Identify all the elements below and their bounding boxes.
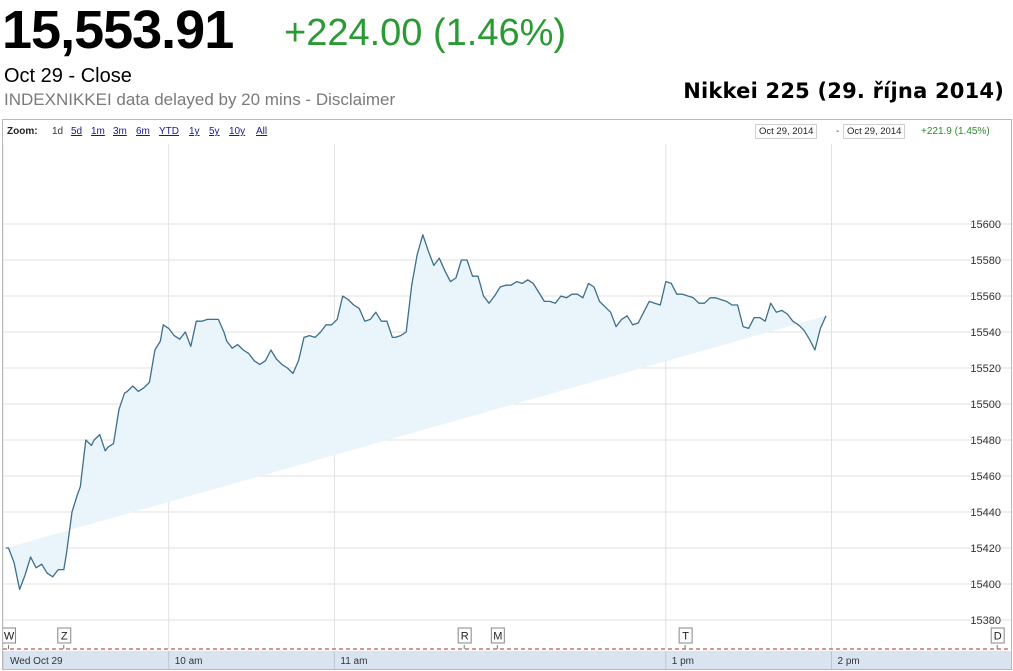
index-price: 15,553.91 <box>2 0 234 60</box>
zoom-option-3m[interactable]: 3m <box>113 126 127 137</box>
range-change-value: +221.9 (1.45%) <box>921 126 990 137</box>
time-axis-label: 1 pm <box>672 656 694 667</box>
time-axis-label: 2 pm <box>837 656 859 667</box>
source-text: INDEXNIKKEI data delayed by 20 mins - <box>4 90 316 109</box>
zoom-option-1y[interactable]: 1y <box>189 126 200 137</box>
event-flag-label: M <box>493 631 502 643</box>
event-flag-m[interactable] <box>490 627 505 644</box>
zoom-option-ytd[interactable]: YTD <box>159 126 179 137</box>
y-tick-label: 15380 <box>970 615 1001 627</box>
y-tick-label: 15480 <box>970 435 1001 447</box>
zoom-label: Zoom: <box>7 126 38 137</box>
zoom-option-10y[interactable]: 10y <box>229 126 246 137</box>
event-flag-w[interactable] <box>3 627 17 644</box>
price-line <box>5 234 827 591</box>
zoom-option-1m[interactable]: 1m <box>91 126 105 137</box>
range-end-input[interactable]: Oct 29, 2014 <box>843 124 906 139</box>
y-tick-label: 15580 <box>970 255 1001 267</box>
event-flag-label: D <box>994 631 1002 643</box>
event-flag-r[interactable] <box>457 627 472 644</box>
event-flag-label: W <box>4 631 15 643</box>
price-area <box>5 234 827 590</box>
event-flag-z[interactable] <box>57 627 72 644</box>
chart-caption: Nikkei 225 (29. října 2014) <box>683 79 1004 103</box>
price-chart[interactable]: 1534015360153801540015420154401546015480… <box>3 120 1011 669</box>
zoom-option-all[interactable]: All <box>256 126 268 137</box>
y-tick-label: 15520 <box>970 363 1001 375</box>
chart-frame: 1534015360153801540015420154401546015480… <box>2 119 1012 670</box>
zoom-option-5d[interactable]: 5d <box>71 126 83 137</box>
y-tick-label: 15440 <box>970 507 1001 519</box>
data-source-note: INDEXNIKKEI data delayed by 20 mins - Di… <box>4 90 395 110</box>
range-separator: - <box>836 126 840 137</box>
time-axis-strip <box>3 651 1011 669</box>
time-axis-label: 10 am <box>175 656 203 667</box>
y-tick-label: 15460 <box>970 471 1001 483</box>
event-flag-t[interactable] <box>678 627 693 644</box>
event-flag-label: R <box>461 631 469 643</box>
chart-toolbar: Zoom: 1d 5d 1m 3m 6m YTD 1y 5y 10y All Oct 29, 20… <box>3 120 1011 144</box>
zoom-option-5y[interactable]: 5y <box>209 126 220 137</box>
y-tick-label: 15400 <box>970 579 1001 591</box>
y-tick-label: 15420 <box>970 543 1001 555</box>
event-flag-label: T <box>682 631 689 643</box>
event-flag-label: Z <box>61 631 68 643</box>
zoom-option-1d[interactable]: 1d <box>52 126 64 137</box>
y-tick-label: 15500 <box>970 399 1001 411</box>
y-tick-label: 15540 <box>970 327 1001 339</box>
disclaimer-link[interactable]: Disclaimer <box>315 90 396 109</box>
range-start-input[interactable]: Oct 29, 2014 <box>755 124 818 139</box>
close-label: Oct 29 - Close <box>4 65 132 87</box>
time-axis-label: 11 am <box>340 656 367 667</box>
y-tick-label: 15560 <box>970 291 1001 303</box>
time-axis-label: Wed Oct 29 <box>10 656 63 667</box>
price-change: +224.00 (1.46%) <box>284 12 567 54</box>
zoom-option-6m[interactable]: 6m <box>136 126 150 137</box>
event-flag-d[interactable] <box>990 627 1005 644</box>
y-tick-label: 15600 <box>970 219 1001 231</box>
